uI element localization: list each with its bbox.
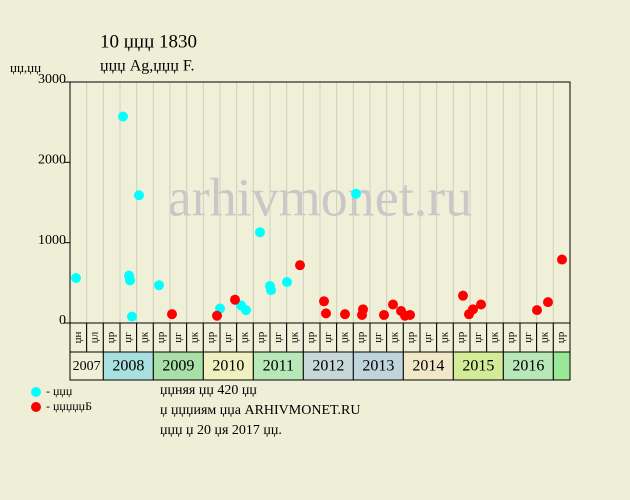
point <box>230 294 240 305</box>
period-label: џк <box>539 331 551 343</box>
year-label: 2012 <box>312 358 344 375</box>
point <box>167 309 177 320</box>
year-label: 2014 <box>412 358 444 375</box>
y-axis-label: џџ,џџ <box>10 60 41 75</box>
year-cell <box>552 351 571 381</box>
period-label: џг <box>172 332 184 343</box>
plot-border <box>69 81 571 324</box>
point <box>212 310 222 321</box>
note: џ џџџиям џџа ARHIVMONET.RU <box>160 403 360 418</box>
legend-label: - џџџџџБ <box>46 399 92 413</box>
point <box>266 285 276 296</box>
point <box>71 273 81 284</box>
period-label: џк <box>439 331 451 343</box>
point <box>241 305 251 316</box>
point <box>255 227 265 238</box>
year-cell <box>452 351 504 381</box>
year-label: 2013 <box>362 358 394 375</box>
point <box>118 111 128 122</box>
point <box>127 311 137 322</box>
period-label: џр <box>455 331 467 343</box>
legend-label: - џџџ <box>46 384 73 398</box>
period-label: џк <box>389 331 401 343</box>
year-label: 2008 <box>112 358 144 375</box>
point <box>295 260 305 271</box>
point <box>358 304 368 315</box>
y-tick-label: 0 <box>59 313 66 328</box>
year-cell <box>502 351 554 381</box>
note: џџняя џџ 420 џџ <box>160 383 257 398</box>
year-cell <box>152 351 204 381</box>
point <box>405 309 415 320</box>
period-label: џг <box>422 332 434 343</box>
period-label: џк <box>189 331 201 343</box>
period-label: џг <box>472 332 484 343</box>
point <box>134 190 144 201</box>
period-label: џр <box>255 331 267 343</box>
period-label: џк <box>289 331 301 343</box>
period-label: џр <box>505 331 517 343</box>
period-label: џр <box>205 331 217 343</box>
y-tick-label: 3000 <box>38 72 66 87</box>
period-label: џг <box>522 332 534 343</box>
point <box>557 254 567 265</box>
point <box>458 290 468 301</box>
period-label: џн <box>72 332 84 344</box>
period-label: џг <box>322 332 334 343</box>
point <box>319 296 329 307</box>
point <box>476 299 486 310</box>
year-cell <box>302 351 354 381</box>
period-label: џк <box>239 331 251 343</box>
period-label: џр <box>355 331 367 343</box>
y-tick-label: 1000 <box>38 233 66 248</box>
year-label: 2009 <box>162 358 194 375</box>
point <box>388 299 398 310</box>
year-cell <box>202 351 254 381</box>
period-label: џл <box>89 331 101 343</box>
legend-marker <box>31 387 41 397</box>
legend-marker <box>31 402 41 412</box>
period-label: џг <box>372 332 384 343</box>
year-cell <box>252 351 304 381</box>
year-label: 2015 <box>462 358 494 375</box>
period-label: џг <box>272 332 284 343</box>
year-label: 2011 <box>263 358 294 375</box>
chart-title: 10 џџџ 1830 <box>100 31 197 52</box>
point <box>282 277 292 288</box>
period-label: џк <box>489 331 501 343</box>
point <box>468 304 478 315</box>
period-label: џр <box>155 331 167 343</box>
year-cell <box>102 351 154 381</box>
period-label: џк <box>139 331 151 343</box>
point <box>351 188 361 199</box>
year-label: 2016 <box>512 358 544 375</box>
point <box>321 308 331 319</box>
chart-subtitle: џџџ Ag,џџџ F. <box>100 58 195 75</box>
year-cell <box>402 351 454 381</box>
period-label: џр <box>105 331 117 343</box>
point <box>125 275 135 286</box>
year-label: 2007 <box>73 359 101 374</box>
point <box>543 297 553 308</box>
period-label: џг <box>122 332 134 343</box>
period-label: џк <box>339 331 351 343</box>
point <box>532 305 542 316</box>
y-tick-label: 2000 <box>38 153 66 168</box>
period-label: џр <box>305 331 317 343</box>
period-label: џр <box>555 331 567 343</box>
point <box>340 309 350 320</box>
period-label: џр <box>405 331 417 343</box>
year-label: 2010 <box>212 358 244 375</box>
point <box>379 309 389 320</box>
point <box>154 280 164 291</box>
note: џџџ џ 20 џя 2017 џџ. <box>160 423 282 438</box>
period-label: џг <box>222 332 234 343</box>
